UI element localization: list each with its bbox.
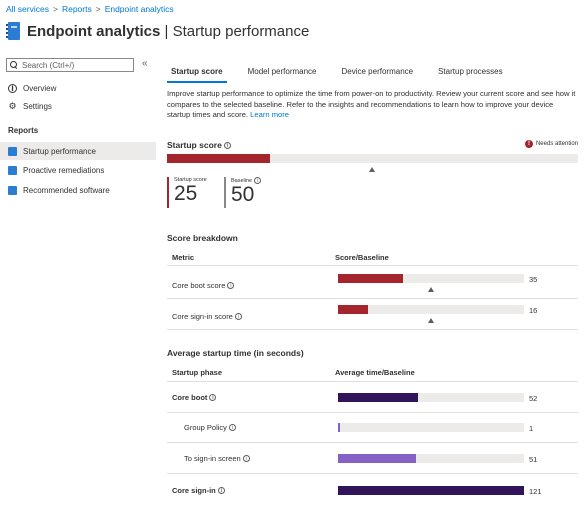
phase-value: 52 [529,394,538,403]
breadcrumb-all-services[interactable]: All services [6,4,49,14]
phase-bar-fill [338,454,417,463]
phase-bar-fill [338,486,524,495]
sidebar-item-label: Overview [23,83,57,93]
tab-startup-processes[interactable]: Startup processes [438,67,503,76]
sidebar-item-label: Startup performance [23,146,96,156]
baseline-kpi: Baseline i 50 [224,177,262,208]
info-icon[interactable]: i [228,424,236,431]
info-icon[interactable]: i [217,487,225,494]
report-icon [8,165,17,175]
column-header-metric: Metric [172,253,195,262]
status-badge: ! Needs attention [524,140,578,148]
baseline-marker [427,287,434,292]
phase-bar [338,423,524,432]
phase-bar-fill [338,423,340,432]
alert-icon: ! [524,140,533,148]
score-breakdown-heading: Score breakdown [167,233,238,243]
phase-bar-fill [338,393,418,402]
breakdown-bar [338,274,524,283]
search-icon [10,61,18,69]
breakdown-bar-fill [338,274,404,283]
startup-score-kpi: Startup score 25 [167,177,207,208]
phase-bar [338,393,524,402]
info-icon[interactable]: i [234,313,242,320]
reports-section-heading: Reports [8,126,39,135]
phase-row-label: Group Policy i [184,423,236,432]
learn-more-link[interactable]: Learn more [250,110,290,119]
divider [167,473,578,474]
info-icon[interactable]: i [223,142,231,150]
phase-row-label: Core boot i [172,393,217,402]
breadcrumb-separator: > [95,4,101,14]
divider [167,381,578,382]
phase-value: 1 [529,424,534,433]
search-input[interactable] [22,60,122,70]
average-startup-time-heading: Average startup time (in seconds) [167,348,304,358]
phase-row-label: To sign-in screen i [184,454,250,463]
collapse-sidebar-button[interactable]: « [142,58,148,69]
baseline-marker [369,167,375,172]
column-header-startup-phase: Startup phase [172,368,223,377]
gear-icon: ⚙ [8,100,17,111]
breakdown-value: 16 [529,306,538,315]
endpoint-analytics-icon [6,22,20,40]
page-title: Endpoint analytics | Startup performance [27,22,310,40]
info-circle-icon: i [8,83,17,93]
phase-bar [338,454,524,463]
startup-score-bar [167,154,578,163]
phase-bar [338,486,524,495]
info-icon[interactable]: i [227,282,235,289]
sidebar-item-startup-performance[interactable]: Startup performance [0,142,156,160]
divider [167,298,578,299]
breadcrumb: All services > Reports > Endpoint analytics [6,4,174,14]
column-header-average-time: Average time/Baseline [335,368,415,377]
divider [167,329,578,330]
report-icon [8,146,17,156]
sidebar-item-label: Recommended software [23,185,110,195]
sidebar-item-proactive-remediations[interactable]: Proactive remediations [0,161,156,179]
page-description: Improve startup performance to optimize … [167,89,576,119]
breadcrumb-endpoint-analytics[interactable]: Endpoint analytics [104,4,174,14]
sidebar-item-overview[interactable]: i Overview [0,79,156,97]
phase-value: 51 [529,455,538,464]
startup-score-fill [167,154,270,163]
column-header-score-baseline: Score/Baseline [335,253,389,262]
info-icon[interactable]: i [209,394,217,401]
sidebar-item-recommended-software[interactable]: Recommended software [0,181,156,199]
startup-score-heading: Startup score i [167,140,231,150]
sidebar-item-settings[interactable]: ⚙ Settings [0,97,156,115]
breakdown-value: 35 [529,275,538,284]
phase-value: 121 [529,487,542,496]
phase-row-label: Core sign-in i [172,486,225,495]
page-header: Endpoint analytics | Startup performance [6,19,309,43]
info-icon[interactable]: i [254,177,262,184]
baseline-marker [427,318,434,323]
tab-bar: Startup score Model performance Device p… [167,65,524,83]
sidebar-item-label: Settings [23,101,52,111]
breadcrumb-reports[interactable]: Reports [61,4,92,14]
divider [167,412,578,413]
sidebar-item-label: Proactive remediations [23,165,105,175]
breakdown-row-label: Core boot score i [172,281,235,290]
divider [167,265,578,266]
breadcrumb-separator: > [52,4,58,14]
info-icon[interactable]: i [242,455,250,462]
breakdown-row-label: Core sign-in score i [172,312,242,321]
search-box[interactable] [6,58,134,72]
divider [167,442,578,443]
tab-model-performance[interactable]: Model performance [247,67,317,76]
tab-device-performance[interactable]: Device performance [341,67,414,76]
report-icon [8,185,17,195]
breakdown-bar [338,305,524,314]
tab-startup-score[interactable]: Startup score [167,65,227,83]
breakdown-bar-fill [338,305,368,314]
